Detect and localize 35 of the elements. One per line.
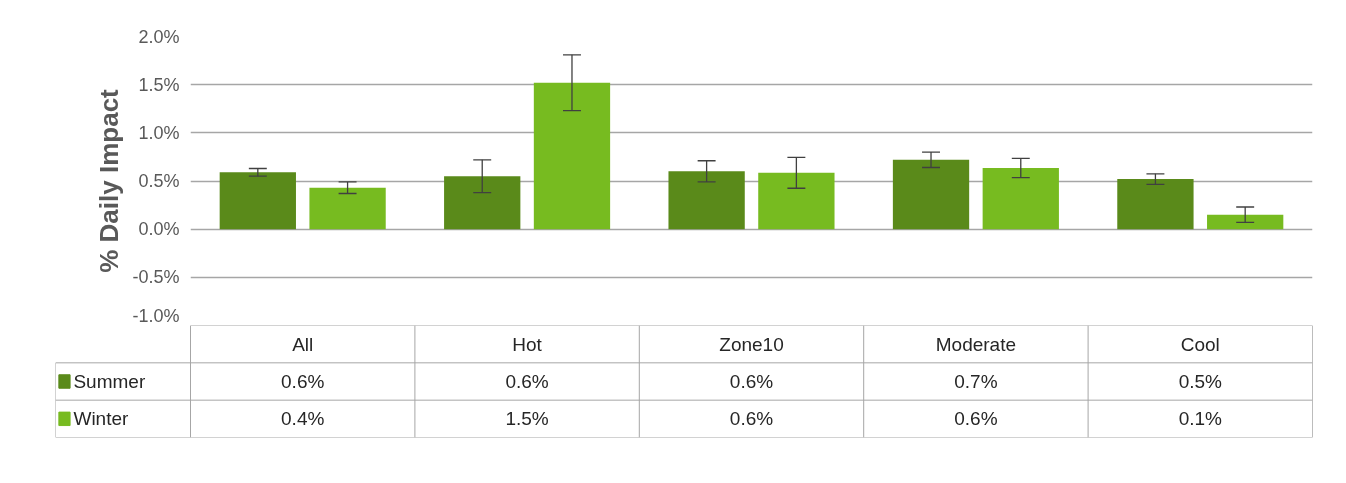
x-tick-label: Cool	[1180, 333, 1220, 355]
bar	[309, 187, 386, 230]
data-label: 0.6%	[729, 371, 774, 392]
bar	[1207, 214, 1284, 230]
bar	[1117, 179, 1194, 230]
bar	[892, 159, 970, 230]
legend-label: Winter	[73, 408, 130, 430]
data-label: 1.5%	[505, 408, 549, 430]
bar	[444, 176, 521, 230]
x-tick-label: Zone10	[719, 333, 784, 355]
bar	[982, 167, 1059, 230]
data-label: 0.4%	[281, 408, 325, 430]
y-axis-title: % Daily Impact	[94, 88, 125, 273]
data-label: 0.6%	[281, 371, 325, 392]
data-label: 0.6%	[954, 408, 998, 430]
bar	[758, 172, 835, 230]
bar	[533, 82, 611, 230]
x-tick-label: Moderate	[935, 333, 1017, 355]
y-tick-label: -1.0%	[132, 305, 180, 326]
data-label: 0.5%	[1178, 371, 1223, 392]
data-label: 0.6%	[505, 371, 549, 392]
data-label: 0.7%	[954, 371, 998, 392]
data-label: 0.1%	[1178, 408, 1223, 430]
y-tick-label: 1.5%	[138, 74, 180, 95]
x-tick-label: Hot	[512, 333, 543, 355]
legend-label: Summer	[73, 371, 146, 392]
bar	[219, 172, 296, 230]
y-tick-label: 1.0%	[138, 122, 180, 143]
y-tick-label: 0.5%	[138, 171, 180, 191]
y-tick-label: 0.0%	[138, 219, 180, 240]
y-tick-label: 2.0%	[138, 26, 180, 47]
bar	[668, 171, 745, 230]
x-tick-label: All	[292, 333, 314, 355]
data-label: 0.6%	[729, 408, 774, 430]
y-tick-label: -0.5%	[132, 267, 180, 288]
